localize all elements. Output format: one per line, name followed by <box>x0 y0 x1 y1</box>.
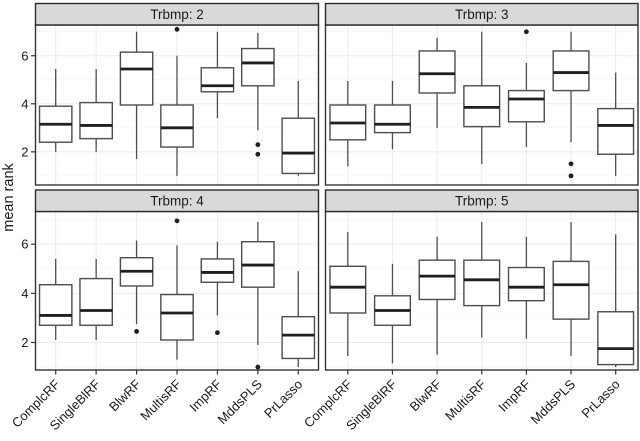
iqr-box <box>552 260 590 320</box>
facet-trbmp-2: Trbmp: 2 <box>34 2 320 186</box>
facet-strip <box>34 189 320 213</box>
boxplot-MddsPLS <box>552 31 590 179</box>
iqr-box <box>418 50 456 94</box>
outlier-point <box>215 330 220 336</box>
iqr-box <box>418 259 456 301</box>
iqr-box <box>463 259 501 307</box>
iqr-box <box>281 117 316 175</box>
boxplot-ComplcRF <box>329 231 367 356</box>
boxplot-PrLasso <box>597 72 635 176</box>
boxplot-MddsPLS <box>552 222 590 356</box>
iqr-box <box>507 266 545 302</box>
boxplot-MddsPLS <box>240 222 275 370</box>
outlier-point <box>568 161 574 167</box>
facet-strip-title: Trbmp: 4 <box>150 193 204 208</box>
iqr-box <box>200 258 235 283</box>
facet-trbmp-4: Trbmp: 4 <box>34 189 320 371</box>
boxplot-ImpRF <box>200 31 235 119</box>
iqr-box <box>597 311 635 366</box>
facet-strip <box>324 2 639 26</box>
boxplot-ImpRF <box>507 29 545 148</box>
iqr-box <box>79 277 114 326</box>
outlier-point <box>523 29 529 35</box>
outlier-point <box>174 218 180 224</box>
facet-trbmp-3: Trbmp: 3 <box>324 2 639 186</box>
y-tick-label: 2 <box>21 335 28 350</box>
y-tick-label: 4 <box>21 96 28 111</box>
y-tick-label: 6 <box>21 237 28 252</box>
facet-trbmp-5: Trbmp: 5 <box>324 189 639 371</box>
y-tick-label: 4 <box>21 286 28 301</box>
iqr-box <box>281 315 316 360</box>
boxplot-PrLasso <box>281 271 316 368</box>
facet-strip-title: Trbmp: 5 <box>455 193 509 208</box>
facet-strip <box>324 189 639 213</box>
boxplot-MultisRF <box>160 218 194 360</box>
iqr-box <box>119 51 154 106</box>
iqr-box <box>507 89 545 123</box>
iqr-box <box>160 293 194 341</box>
boxplot-ComplcRF <box>38 258 73 341</box>
boxplot-BlwRF <box>418 37 456 128</box>
iqr-box <box>373 104 412 134</box>
facet-strip-title: Trbmp: 3 <box>455 7 509 22</box>
iqr-box <box>240 47 275 87</box>
outlier-point <box>568 173 574 179</box>
boxplot-PrLasso <box>597 234 635 368</box>
iqr-box <box>329 265 367 314</box>
boxplot-SingleBlRF <box>79 68 114 152</box>
outlier-point <box>255 364 261 370</box>
y-tick-label: 6 <box>21 48 28 63</box>
outlier-point <box>174 26 180 32</box>
iqr-box <box>552 50 590 92</box>
boxplot-SingleBlRF <box>373 263 412 364</box>
boxplot-ComplcRF <box>38 68 73 152</box>
outlier-point <box>255 142 261 148</box>
boxplot-PrLasso <box>281 80 316 176</box>
facet-strip-title: Trbmp: 2 <box>150 7 204 22</box>
boxplot-MultisRF <box>463 222 501 338</box>
boxplot-ComplcRF <box>329 80 367 167</box>
boxplot-MultisRF <box>160 26 194 176</box>
facet-strip <box>34 2 320 26</box>
boxplot-MddsPLS <box>240 32 275 157</box>
iqr-box <box>79 101 114 140</box>
boxplot-MultisRF <box>463 31 501 164</box>
y-tick-label: 2 <box>21 144 28 159</box>
iqr-box <box>38 284 73 326</box>
boxplot-BlwRF <box>418 236 456 355</box>
y-axis: 2 4 6 2 4 6 mean rank <box>1 48 36 350</box>
iqr-box <box>597 107 635 155</box>
y-axis-title: mean rank <box>1 163 17 232</box>
boxplot-SingleBlRF <box>79 258 114 341</box>
iqr-box <box>200 67 235 93</box>
boxplot-ImpRF <box>200 241 235 336</box>
boxplot-BlwRF <box>119 240 154 334</box>
boxplot-BlwRF <box>119 31 154 160</box>
boxplot-ImpRF <box>507 236 545 339</box>
outlier-point <box>134 329 139 334</box>
boxplot-SingleBlRF <box>373 80 412 150</box>
outlier-point <box>255 151 261 157</box>
iqr-box <box>160 104 194 148</box>
